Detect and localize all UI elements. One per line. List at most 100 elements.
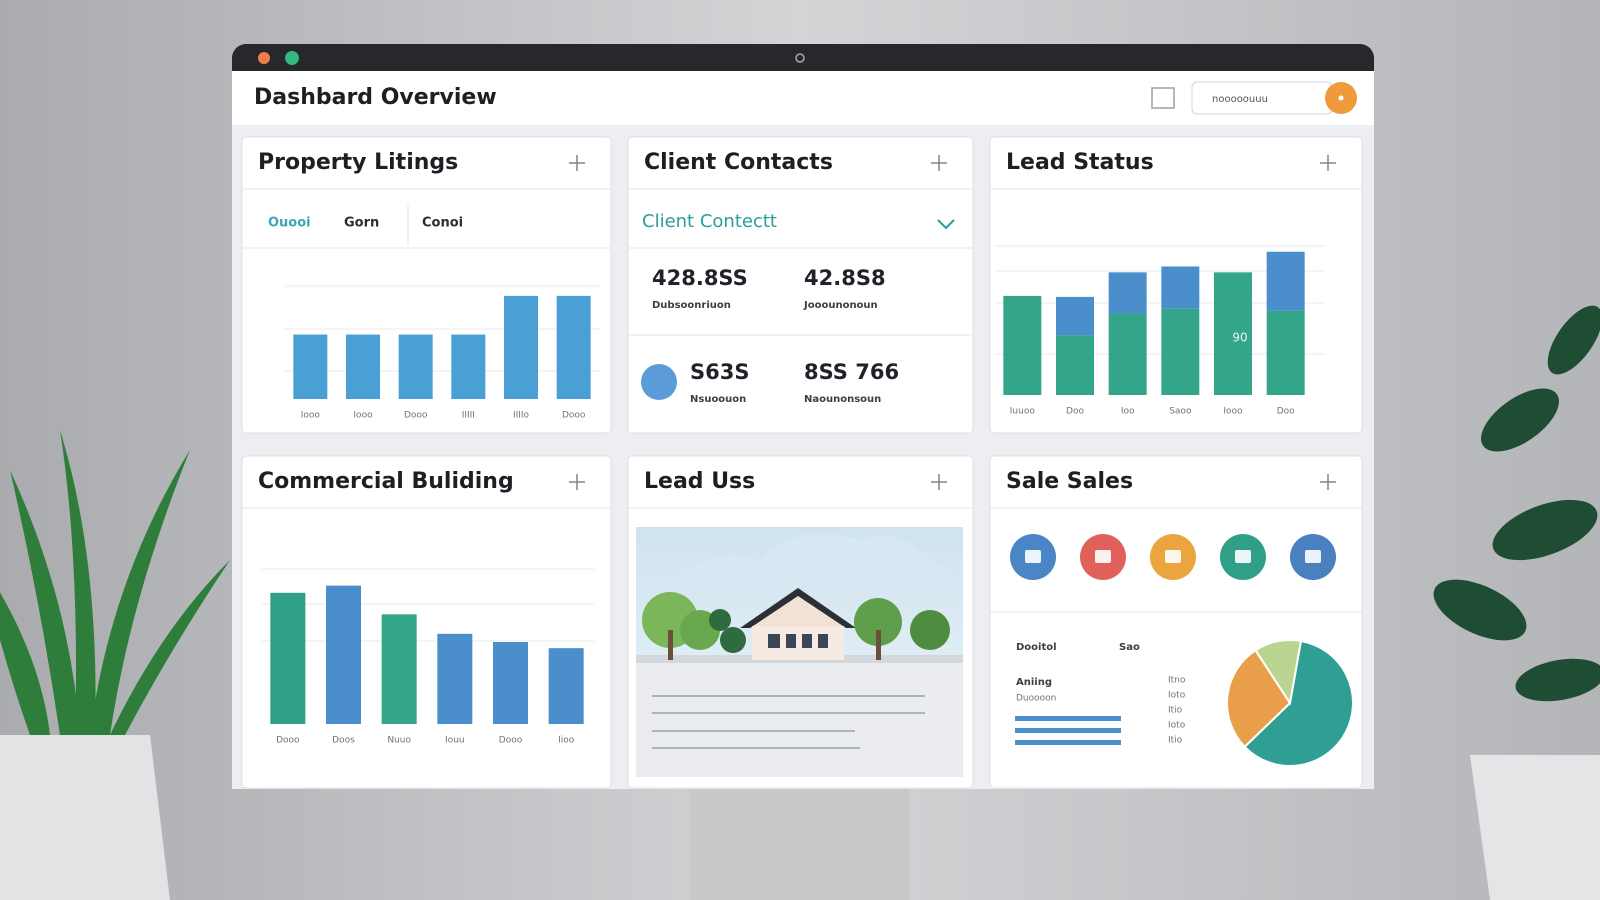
stat-label: Nsuoouon	[690, 394, 746, 405]
x-tick-label: Iooo	[353, 411, 373, 421]
bar-segment	[1108, 313, 1147, 395]
bar-segment	[1056, 335, 1094, 395]
x-tick-label: Nuuo	[387, 736, 411, 746]
panel-title: Client Contacts	[644, 150, 833, 175]
bar	[451, 334, 486, 399]
table-subrow: Duoooon	[1016, 694, 1056, 704]
table-number: Itio	[1168, 736, 1183, 746]
x-tick-label: Iooo	[1223, 407, 1243, 417]
x-tick-label: Doo	[1277, 407, 1295, 417]
sales-icon-glyph	[1025, 550, 1041, 563]
bar	[556, 295, 591, 399]
window-dot	[258, 52, 270, 64]
table-number: Itio	[1168, 706, 1183, 716]
x-tick-label: Iooo	[301, 411, 321, 421]
stat-value: 428.8SS	[652, 266, 748, 290]
pin-icon[interactable]	[569, 155, 585, 171]
table-number: Ioto	[1168, 691, 1186, 701]
panel-title: Sale Sales	[1006, 469, 1133, 494]
bar	[504, 295, 538, 399]
avatar-dot	[1338, 95, 1344, 101]
panel-title: Commercial Buliding	[258, 469, 514, 494]
table-bar	[1015, 728, 1121, 733]
x-tick-label: Saoo	[1169, 407, 1192, 417]
table-number: Ioto	[1168, 721, 1186, 731]
pin-icon[interactable]	[1320, 474, 1336, 490]
tab[interactable]: Gorn	[344, 216, 379, 231]
bar-segment	[1108, 272, 1147, 314]
x-tick-label: Doos	[332, 736, 355, 746]
bar-segment	[1266, 251, 1305, 311]
x-tick-label: Doo	[1066, 407, 1084, 417]
table-bar	[1015, 740, 1121, 745]
sales-icon-glyph	[1095, 550, 1111, 563]
pin-icon[interactable]	[1320, 155, 1336, 171]
x-tick-label: IIIII	[462, 411, 475, 421]
bar-segment	[1003, 295, 1042, 395]
x-tick-label: Iuuoo	[1010, 407, 1036, 417]
x-tick-label: Ioo	[1121, 407, 1135, 417]
panel-title: Property Litings	[258, 150, 458, 175]
panel-title: Lead Status	[1006, 150, 1154, 175]
pie-slice	[1254, 639, 1303, 706]
x-tick-label: Dooo	[404, 411, 428, 421]
plant-left	[0, 430, 230, 735]
stat-label: Naounonsoun	[804, 394, 881, 405]
sales-icon-glyph	[1165, 550, 1181, 563]
panel-title: Lead Uss	[644, 469, 755, 494]
table-header: Dooitol	[1016, 642, 1057, 653]
table-row: Aniing	[1016, 677, 1052, 688]
page-title: Dashbard Overview	[254, 85, 497, 110]
pin-icon[interactable]	[931, 474, 947, 490]
sales-icon-glyph	[1235, 550, 1251, 563]
marks: Iooo Iooo Dooo IIIII IIIIo Dooo Iuuoo Doo Ioo Sao…	[270, 251, 1354, 767]
bar-annotation: 90	[1232, 331, 1247, 345]
pie-slice	[1243, 639, 1354, 767]
dropdown[interactable]: Client Contectt	[642, 211, 777, 232]
bar-segment	[1214, 272, 1252, 395]
search-text: nooooouuu	[1212, 94, 1268, 105]
pie-slice	[1226, 648, 1292, 749]
house-illustration	[636, 527, 963, 777]
pin-icon[interactable]	[931, 155, 947, 171]
plant-right	[1433, 305, 1600, 702]
bar-segment	[1161, 308, 1200, 395]
bar	[437, 633, 473, 724]
camera	[795, 53, 805, 63]
table-header: Sao	[1119, 642, 1140, 653]
bar	[548, 648, 584, 724]
bar-segment	[1161, 266, 1200, 309]
table-number: Itno	[1168, 676, 1186, 686]
stat-label: Jooounonoun	[803, 300, 878, 311]
bar-segment	[1266, 310, 1305, 395]
panel	[627, 136, 974, 434]
bar	[381, 614, 417, 724]
window-dot	[285, 51, 299, 65]
bar	[270, 592, 306, 724]
bar	[326, 585, 361, 724]
bar	[293, 334, 328, 399]
filter-icon[interactable]	[1151, 87, 1175, 109]
x-tick-label: Dooo	[499, 736, 523, 746]
stat-value: 42.8S8	[804, 266, 886, 290]
pin-icon[interactable]	[569, 474, 585, 490]
stat-label: Dubsoonriuon	[652, 300, 731, 311]
bar	[346, 334, 380, 399]
tab[interactable]: Conoi	[422, 216, 463, 231]
bar	[398, 334, 433, 399]
stat-value: 8SS 766	[804, 360, 899, 384]
tab[interactable]: Ouooi	[268, 216, 311, 231]
sales-icon-glyph	[1305, 550, 1321, 563]
stat-value: S63S	[690, 360, 749, 384]
pot-right	[1470, 755, 1600, 900]
contact-avatar	[641, 364, 677, 400]
x-tick-label: Dooo	[562, 411, 586, 421]
dropdown-chevron[interactable]	[937, 219, 955, 230]
pot-left	[0, 735, 170, 900]
x-tick-label: Dooo	[276, 736, 300, 746]
table-bar	[1015, 716, 1121, 721]
x-tick-label: Iouu	[445, 736, 465, 746]
x-tick-label: Iioo	[558, 736, 575, 746]
